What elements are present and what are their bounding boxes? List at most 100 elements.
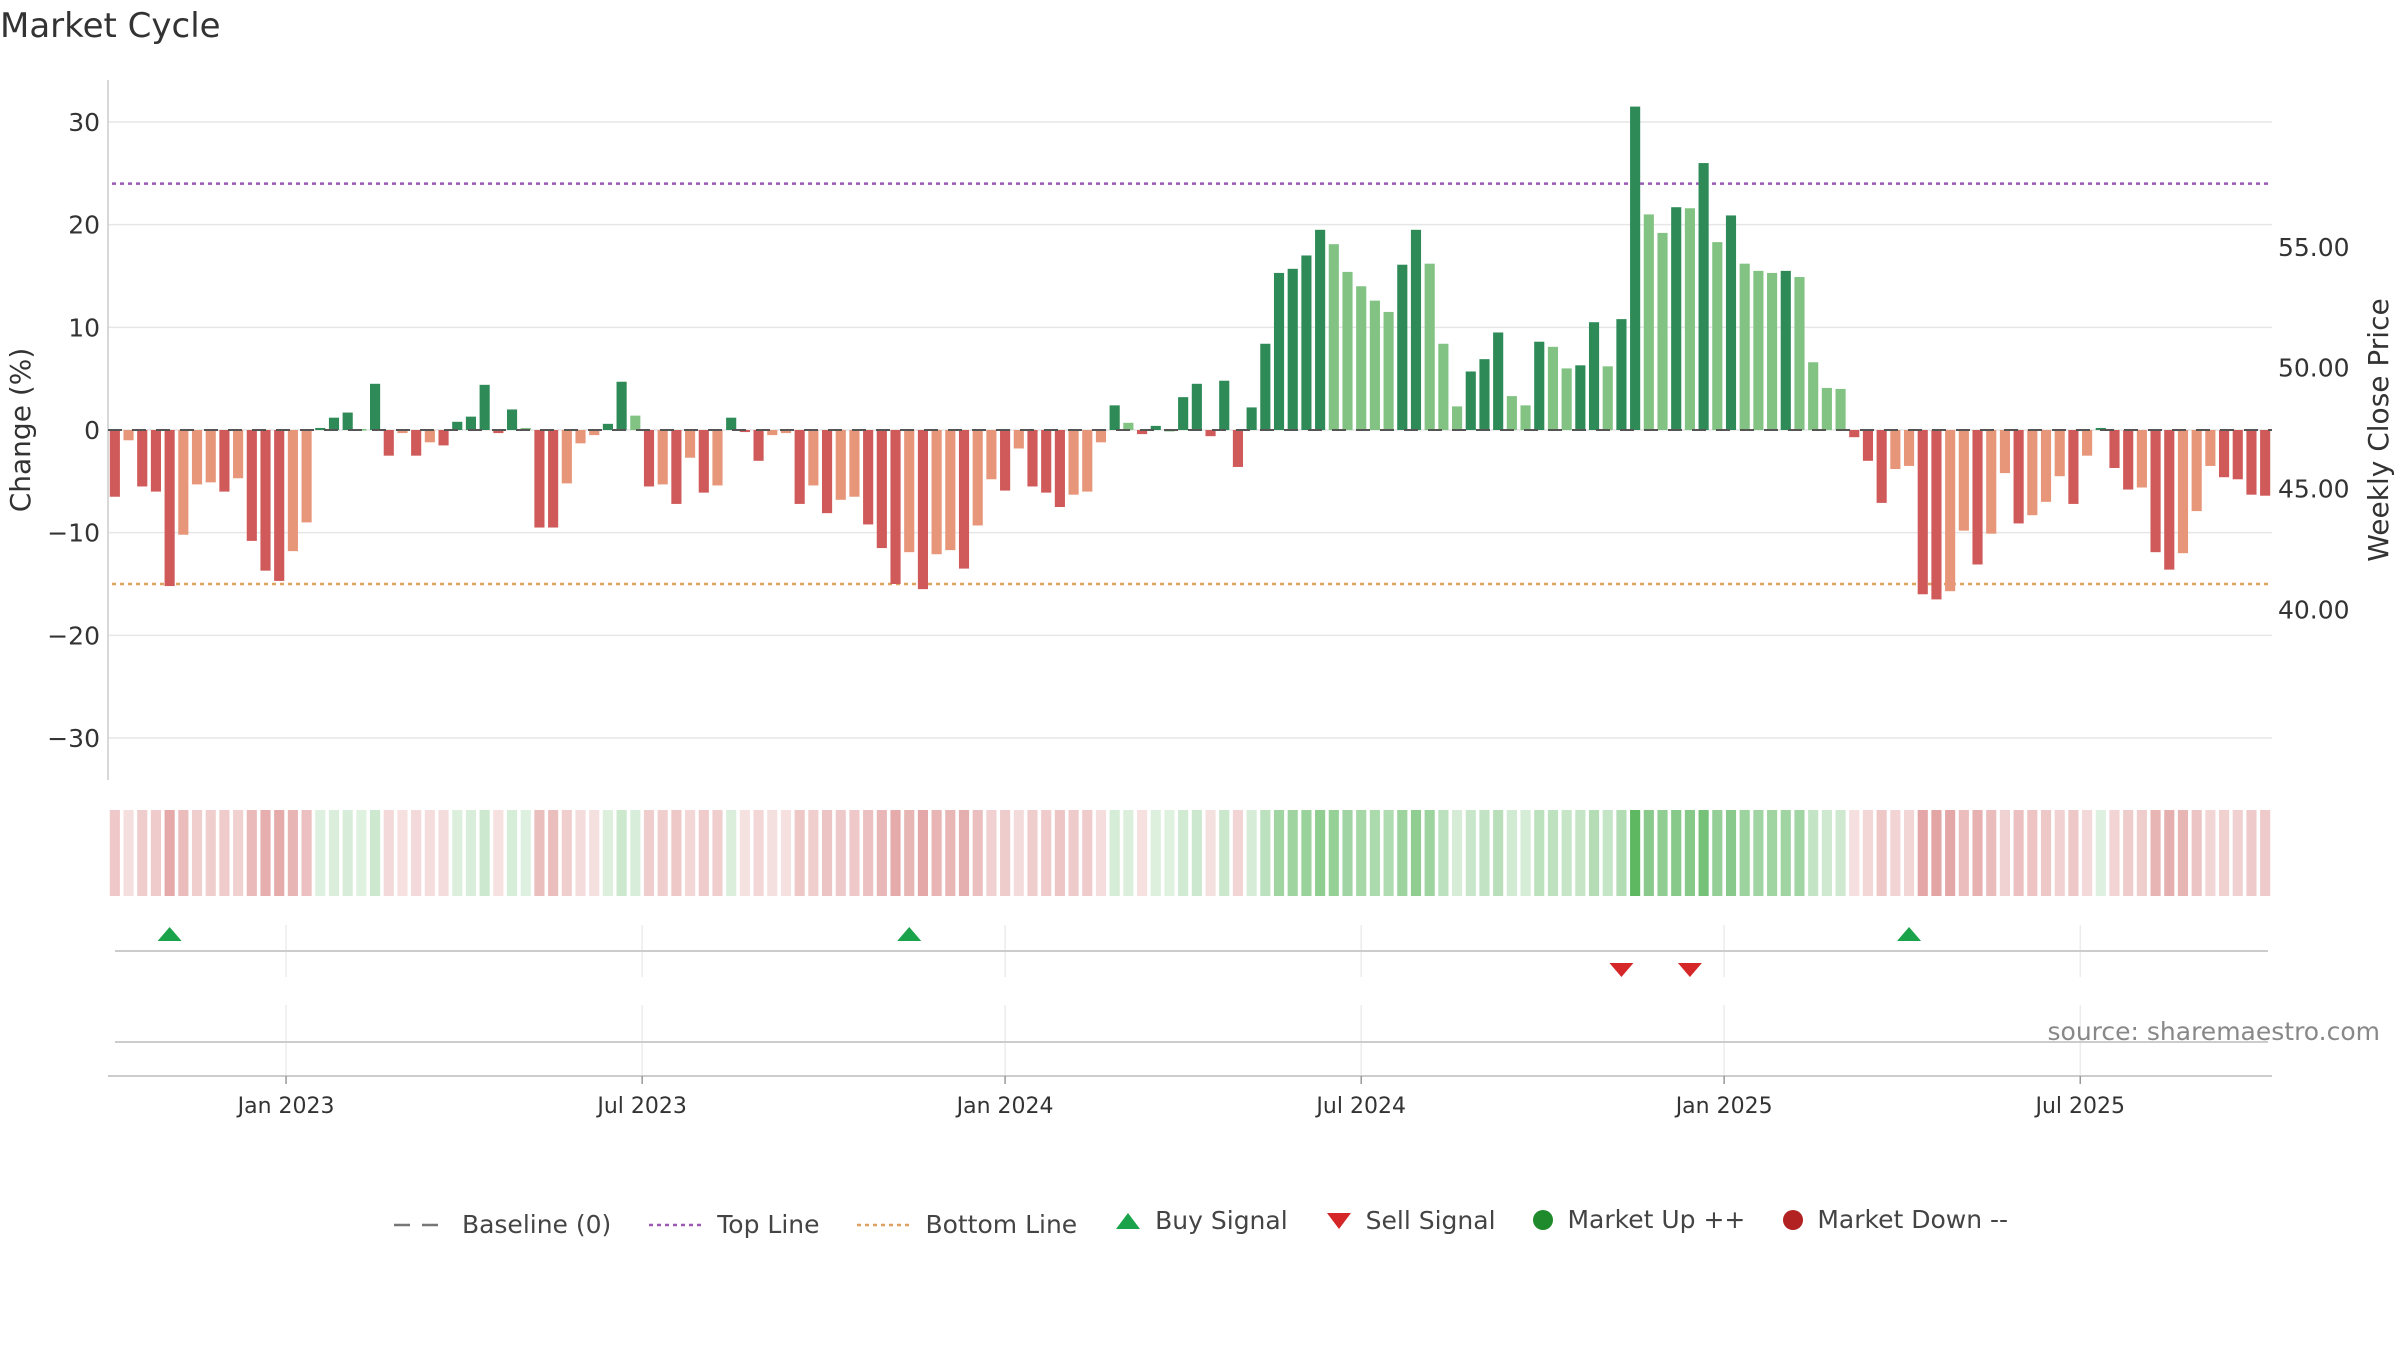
bar [1356, 286, 1367, 430]
bar [424, 430, 435, 443]
heat-cell [534, 810, 545, 896]
heat-cell [301, 810, 312, 896]
heat-cell [2027, 810, 2038, 896]
heat-cell [1109, 810, 1120, 896]
heat-cell [1862, 810, 1874, 896]
x-tick-label: Jul 2024 [1314, 1094, 1406, 1119]
triangle-down-icon [1324, 1210, 1354, 1232]
right-tick-label: 40.00 [2278, 595, 2350, 624]
bar [233, 430, 244, 479]
bar [780, 430, 792, 434]
bar [109, 430, 120, 497]
bar [2109, 430, 2120, 468]
heat-cell [548, 810, 559, 896]
bar [205, 430, 216, 483]
bar [465, 416, 477, 430]
y-tick-label: 0 [84, 416, 100, 445]
bar [1849, 430, 1860, 438]
right-axis-title: Weekly Close Price [2362, 298, 2395, 561]
bar [1780, 270, 1791, 430]
bar [301, 430, 312, 523]
legend-item-market-down: Market Down -- [1781, 1205, 2008, 1234]
bar [1876, 430, 1887, 503]
dotted-orange-line-icon [855, 1218, 913, 1232]
legend-item-buy-signal: Buy Signal [1113, 1206, 1288, 1235]
heat-cell [383, 810, 394, 896]
heat-cell [808, 810, 819, 896]
heat-cell [1903, 810, 1915, 896]
bar [972, 430, 983, 526]
bar [1260, 343, 1271, 430]
bar [274, 430, 285, 581]
heat-cell [452, 810, 463, 896]
bar [698, 430, 709, 493]
bar [1753, 270, 1764, 430]
heat-cell [356, 810, 367, 896]
heat-cell [1561, 810, 1572, 896]
bar [287, 430, 298, 552]
x-tick-label: Jul 2023 [595, 1094, 687, 1119]
heat-cell [479, 810, 490, 896]
heat-cell [520, 810, 531, 896]
bar [2013, 430, 2024, 524]
bar [671, 430, 682, 504]
heat-cell [2164, 810, 2175, 896]
bar [1342, 271, 1353, 430]
heat-cell [438, 810, 449, 896]
bar [370, 383, 381, 430]
bar [1945, 430, 1956, 592]
heat-cell [1616, 810, 1627, 896]
heat-cell [2136, 810, 2147, 896]
heat-cell [1808, 810, 1819, 896]
heat-cell [1602, 810, 1613, 896]
bar [2123, 430, 2134, 490]
heat-cell [2109, 810, 2120, 896]
heat-cell [2040, 810, 2052, 896]
heat-cell [561, 810, 572, 896]
heat-cell [1849, 810, 1860, 896]
bar [1273, 272, 1285, 430]
heat-cell [1753, 810, 1764, 896]
y-tick-label: 10 [68, 313, 100, 342]
heat-cell [1041, 810, 1052, 896]
bar [616, 381, 627, 430]
bar [2027, 430, 2038, 516]
bar [712, 430, 723, 486]
heat-cell [205, 810, 216, 896]
heat-cell [1013, 810, 1024, 896]
heat-cell [233, 810, 244, 896]
heat-cell [411, 810, 422, 896]
bar [739, 430, 750, 433]
bar [411, 430, 422, 456]
bar [1287, 268, 1298, 430]
bar [863, 430, 874, 525]
bar [726, 417, 737, 430]
heat-cell [863, 810, 874, 896]
bar [1931, 430, 1942, 600]
heat-cell [780, 810, 792, 896]
heat-cell [1068, 810, 1079, 896]
triangle-up-icon [1113, 1210, 1143, 1232]
heat-cell [575, 810, 586, 896]
heat-cell [1095, 810, 1107, 896]
buy-signal-marker [1897, 927, 1922, 941]
bar [685, 430, 696, 458]
bar [2136, 430, 2147, 488]
bar [1383, 311, 1394, 430]
heat-cell [1821, 810, 1832, 896]
legend-item-baseline: Baseline (0) [392, 1210, 611, 1239]
heat-cell [260, 810, 271, 896]
heat-cell [685, 810, 696, 896]
heat-cell [671, 810, 682, 896]
bar [2205, 430, 2216, 466]
bar [808, 430, 819, 486]
bar [2191, 430, 2202, 512]
bar [1301, 255, 1312, 430]
heat-cell [1123, 810, 1134, 896]
heat-cell [1972, 810, 1983, 896]
heat-cell [1917, 810, 1928, 896]
bar [1479, 359, 1490, 430]
bar [1424, 263, 1435, 430]
heat-cell [1479, 810, 1490, 896]
bar [452, 421, 463, 430]
